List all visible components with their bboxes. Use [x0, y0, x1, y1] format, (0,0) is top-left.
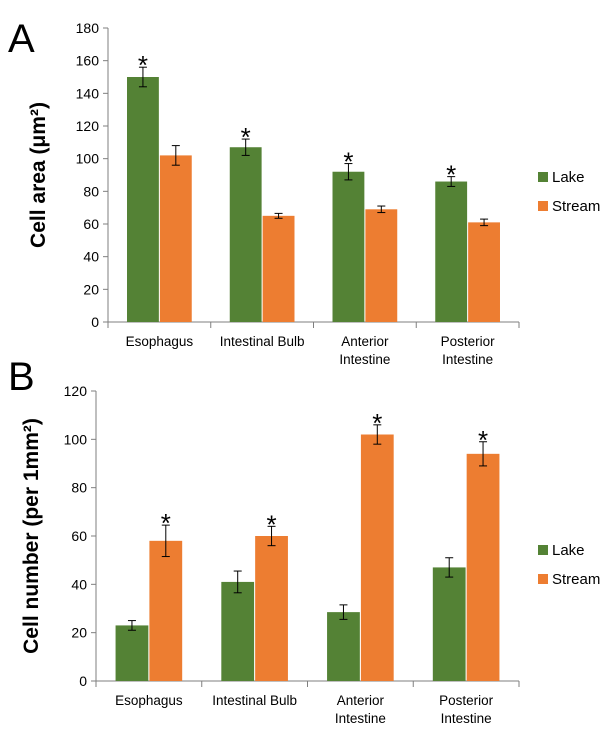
legend-swatch-stream: [538, 574, 548, 584]
y-tick-label: 0: [79, 673, 87, 689]
legend-label-lake: Lake: [552, 169, 585, 186]
panel-a: A Cell area (μm²) 0 20 40 60 80 100 120 140 160 180…: [8, 17, 600, 367]
bar-stream: [365, 209, 398, 322]
y-tick-label: 180: [76, 20, 100, 36]
panel-letter: B: [8, 355, 35, 399]
bar-lake: [221, 581, 255, 681]
panel-b: B Cell number (per 1mm²) 0 20 40 60 80 100 120 Es…: [8, 355, 600, 726]
bar-stream: [159, 155, 192, 322]
significance-marker: *: [478, 425, 488, 455]
y-tick-label: 40: [71, 576, 87, 592]
y-tick-label: 120: [64, 383, 88, 399]
y-tick-label: 0: [91, 314, 99, 330]
y-tick-label: 100: [76, 151, 100, 167]
legend-label-stream: Stream: [552, 198, 600, 215]
y-tick-label: 20: [71, 625, 87, 641]
x-category-label: Anterior: [341, 334, 389, 349]
bar-lake: [432, 567, 466, 681]
panel-letter: A: [8, 17, 35, 61]
y-axis-label: Cell area (μm²): [27, 102, 50, 248]
significance-marker: *: [266, 509, 276, 539]
bar-lake: [327, 612, 360, 681]
legend-swatch-lake: [538, 172, 548, 182]
legend-swatch-lake: [538, 545, 548, 555]
x-category-label: Intestine: [441, 711, 492, 726]
bar-stream: [360, 434, 394, 681]
bar-stream: [466, 453, 500, 681]
y-tick-label: 60: [71, 528, 87, 544]
y-tick-label: 140: [76, 85, 100, 101]
significance-marker: *: [138, 50, 148, 80]
y-axis-label: Cell number (per 1mm²): [20, 418, 43, 654]
x-category-label: Intestine: [335, 711, 386, 726]
significance-marker: *: [161, 508, 171, 538]
x-category-label: Posterior: [439, 693, 494, 708]
y-tick-label: 20: [83, 281, 99, 297]
y-tick-label: 40: [83, 249, 99, 265]
significance-marker: *: [241, 122, 251, 152]
legend-label-stream: Stream: [552, 571, 600, 588]
x-category-label: Esophagus: [115, 693, 183, 708]
bar-stream: [468, 222, 500, 322]
x-category-label: Intestine: [442, 352, 493, 367]
significance-marker: *: [343, 147, 353, 177]
bar-lake: [332, 171, 365, 322]
x-category-label: Anterior: [337, 693, 385, 708]
bar-stream: [262, 215, 295, 322]
x-category-label: Intestinal Bulb: [212, 693, 297, 708]
bar-lake: [115, 625, 149, 681]
legend-swatch-stream: [538, 201, 548, 211]
bar-stream: [255, 536, 288, 681]
y-tick-label: 120: [76, 118, 100, 134]
significance-marker: *: [372, 408, 382, 438]
bar-stream: [149, 540, 183, 681]
x-category-label: Posterior: [441, 334, 496, 349]
x-category-label: Intestine: [339, 352, 390, 367]
x-category-label: Intestinal Bulb: [220, 334, 305, 349]
bar-lake: [229, 147, 262, 322]
y-tick-label: 80: [83, 183, 99, 199]
y-tick-label: 100: [64, 431, 88, 447]
bar-lake: [127, 77, 159, 322]
legend-label-lake: Lake: [552, 542, 585, 559]
y-tick-label: 60: [83, 216, 99, 232]
y-tick-label: 80: [71, 480, 87, 496]
significance-marker: *: [446, 160, 456, 190]
bar-lake: [435, 181, 468, 322]
x-category-label: Esophagus: [126, 334, 194, 349]
y-tick-label: 160: [76, 53, 100, 69]
